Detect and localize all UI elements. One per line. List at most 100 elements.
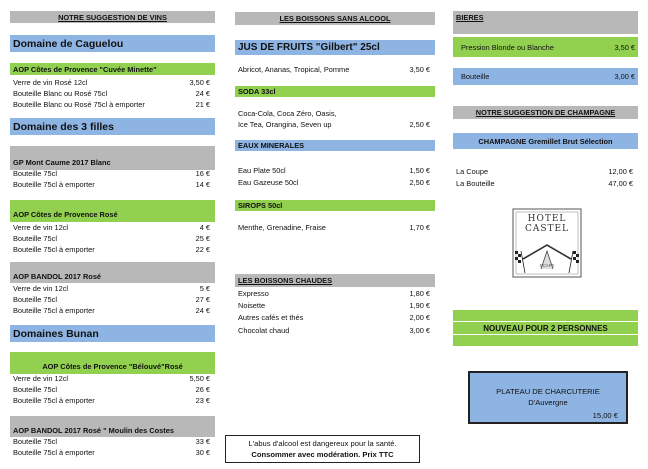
wine-item-name: Verre de vin Rosé 12cl	[13, 77, 88, 87]
eaux-minerales-title-text: EAUX MINERALES	[238, 141, 305, 150]
wine-item-price: 24 €	[195, 88, 210, 98]
wine-item-name: Bouteille 75cl à emporter	[13, 447, 95, 457]
wine-item: Bouteille 75cl à emporter 22 €	[10, 244, 215, 254]
wine-item-price: 3,50 €	[189, 77, 210, 87]
wine-item-name: Verre de vin 12cl	[13, 373, 69, 383]
wine-item-name: Bouteille 75cl à emporter	[13, 244, 95, 254]
drink-item: Ice Tea, Orangina, Seven up 2,50 €	[235, 119, 435, 129]
drink-item: Eau Plate 50cl 1,50 €	[235, 165, 435, 175]
drink-item: Eau Gazeuse 50cl 2,50 €	[235, 177, 435, 187]
jus-de-fruits-title-text: JUS DE FRUITS "Gilbert" 25cl	[238, 42, 380, 53]
plateau-title: PLATEAU DE CHARCUTERIE	[496, 387, 600, 396]
wine-item-price: 22 €	[195, 244, 210, 254]
checkered-flag-right-icon	[568, 250, 579, 274]
gp-mont-caume-subtitle: GP Mont Caume 2017 Blanc	[10, 146, 215, 170]
champagne-suggestion-header: NOTRE SUGGESTION DE CHAMPAGNE	[453, 106, 638, 119]
wine-suggestion-header-text: NOTRE SUGGESTION DE VINS	[58, 12, 167, 22]
drink-item-name: Abricot, Ananas, Tropical, Pomme	[238, 64, 350, 74]
pression-row: Pression Blonde ou Blanche 3,50 €	[453, 37, 638, 57]
drink-item-price: 1,50 €	[409, 165, 430, 175]
drink-item-name: Eau Plate 50cl	[238, 165, 286, 175]
domain-3-filles-title: Domaine des 3 filles	[10, 118, 215, 135]
moulin-des-costes-subtitle: AOP BANDOL 2017 Rosé " Moulin des Costes	[10, 416, 215, 437]
champagne-title-text: CHAMPAGNE Gremillet Brut Sélection	[478, 136, 613, 146]
champagne-item: La Bouteille 47,00 €	[453, 178, 638, 188]
plateau-subtitle: D'Auvergne	[528, 398, 568, 407]
soft-drinks-column: LES BOISSONS SANS ALCOOL JUS DE FRUITS "…	[225, 0, 435, 469]
wine-item-name: Bouteille 75cl à emporter	[13, 305, 95, 315]
wine-item: Bouteille 75cl à emporter 23 €	[10, 395, 215, 405]
drink-item-name: Menthe, Grenadine, Fraise	[238, 222, 326, 232]
champagne-item-name: La Bouteille	[456, 178, 495, 188]
wine-item-price: 5 €	[199, 283, 210, 293]
wine-item: Bouteille Blanc ou Rosé 75cl 24 €	[10, 88, 215, 98]
drink-item-name: Coca-Cola, Coca Zéro, Oasis,	[238, 108, 337, 118]
champagne-suggestion-header-text: NOTRE SUGGESTION DE CHAMPAGNE	[475, 108, 616, 117]
logo-castel-text: CASTEL	[524, 224, 570, 234]
wine-item: Bouteille 75cl 33 €	[10, 436, 215, 446]
sirops-title: SIROPS 50cl	[235, 200, 435, 211]
wine-item-price: 25 €	[195, 233, 210, 243]
domain-caguelou-title-text: Domaine de Caguelou	[13, 37, 124, 50]
drink-item-name: Chocolat chaud	[238, 325, 290, 335]
caguelou-subtitle: AOP Côtes de Provence "Cuvée Minette"	[10, 63, 215, 75]
wine-item-name: Bouteille 75cl	[13, 233, 57, 243]
drink-item-name: Ice Tea, Orangina, Seven up	[238, 119, 332, 129]
wine-item-name: Bouteille 75cl	[13, 436, 57, 446]
wine-item-price: 30 €	[195, 447, 210, 457]
wine-item: Verre de vin 12cl 5,50 €	[10, 373, 215, 383]
drink-item-price: 1,90 €	[409, 300, 430, 310]
wine-item: Bouteille 75cl 16 €	[10, 168, 215, 178]
wine-item-price: 26 €	[195, 384, 210, 394]
eaux-minerales-title: EAUX MINERALES	[235, 140, 435, 151]
drink-item: Chocolat chaud 3,00 €	[235, 325, 435, 335]
jus-de-fruits-title: JUS DE FRUITS "Gilbert" 25cl	[235, 40, 435, 55]
champagne-item: La Coupe 12,00 €	[453, 166, 638, 176]
wine-item: Verre de vin 12cl 5 €	[10, 283, 215, 293]
soft-drinks-header-text: LES BOISSONS SANS ALCOOL	[279, 14, 391, 23]
nouveau-deux-personnes-text: NOUVEAU POUR 2 PERSONNES	[483, 323, 608, 333]
logo-small-text: SCAFE	[539, 263, 555, 268]
wine-item: Bouteille Blanc ou Rosé 75cl à emporter 2…	[10, 99, 215, 109]
drink-item: Noisette 1,90 €	[235, 300, 435, 310]
soda-title: SODA 33cl	[235, 86, 435, 97]
drink-item-price: 1,80 €	[409, 288, 430, 298]
wine-item-name: Verre de vin 12cl	[13, 222, 69, 232]
wine-item-price: 23 €	[195, 395, 210, 405]
wine-item-price: 16 €	[195, 168, 210, 178]
wine-item: Bouteille 75cl à emporter 14 €	[10, 179, 215, 189]
wine-item: Verre de vin Rosé 12cl 3,50 €	[10, 77, 215, 87]
champagne-title: CHAMPAGNE Gremillet Brut Sélection	[453, 133, 638, 149]
wine-item: Verre de vin 12cl 4 €	[10, 222, 215, 232]
wine-item-price: 24 €	[195, 305, 210, 315]
wine-item: Bouteille 75cl à emporter 30 €	[10, 447, 215, 457]
nouveau-deux-personnes: NOUVEAU POUR 2 PERSONNES	[453, 322, 638, 334]
hotel-castel-logo: HOTEL CASTEL SCAFE	[511, 207, 583, 279]
boissons-chaudes-title: LES BOISSONS CHAUDES	[235, 274, 435, 287]
plateau-charcuterie-box: PLATEAU DE CHARCUTERIE D'Auvergne 15,00 …	[468, 371, 628, 424]
wine-item-name: Bouteille Blanc ou Rosé 75cl	[13, 88, 108, 98]
domain-bunan-title-text: Domaines Bunan	[13, 327, 99, 340]
moulin-des-costes-subtitle-text: AOP BANDOL 2017 Rosé " Moulin des Costes	[13, 426, 174, 435]
drink-item: Menthe, Grenadine, Fraise 1,70 €	[235, 222, 435, 232]
bieres-header: BIERES	[453, 11, 638, 34]
drink-item: Autres cafés et thés 2,00 €	[235, 312, 435, 322]
drink-item: Coca-Cola, Coca Zéro, Oasis,	[235, 108, 435, 118]
drink-item-name: Noisette	[238, 300, 266, 310]
wine-item-name: Bouteille 75cl à emporter	[13, 179, 95, 189]
domain-3-filles-title-text: Domaine des 3 filles	[13, 120, 114, 133]
champagne-item-price: 47,00 €	[608, 178, 633, 188]
wine-suggestion-header: NOTRE SUGGESTION DE VINS	[10, 11, 215, 23]
alcohol-warning-line2: Consommer avec modération. Prix TTC	[251, 450, 394, 459]
soda-title-text: SODA 33cl	[238, 87, 276, 96]
wine-item-name: Bouteille 75cl à emporter	[13, 395, 95, 405]
caguelou-subtitle-text: AOP Côtes de Provence "Cuvée Minette"	[13, 64, 157, 74]
wine-item-name: Verre de vin 12cl	[13, 283, 69, 293]
boissons-chaudes-title-text: LES BOISSONS CHAUDES	[238, 276, 333, 285]
drink-item-name: Autres cafés et thés	[238, 312, 304, 322]
alcohol-warning-notice: L'abus d'alcool est dangereux pour la sa…	[225, 435, 420, 463]
plateau-price: 15,00 €	[592, 411, 618, 420]
alcohol-warning-line1: L'abus d'alcool est dangereux pour la sa…	[248, 439, 397, 448]
logo-hotel-text: HOTEL	[527, 214, 567, 224]
nouveau-top-bar	[453, 310, 638, 321]
